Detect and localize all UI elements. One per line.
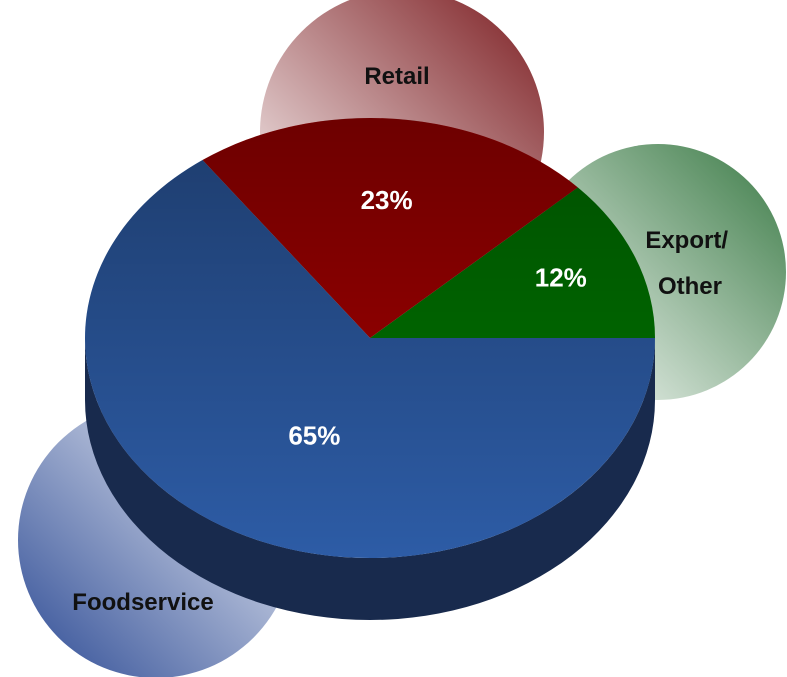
category-label: Retail bbox=[364, 63, 429, 90]
category-label: Export/ Other bbox=[645, 227, 734, 300]
category-label: Foodservice bbox=[72, 589, 213, 616]
labels: 12% Export/ Other 23% Retail 65% Foodservice bbox=[72, 63, 734, 616]
value-label: 65% bbox=[288, 420, 340, 450]
value-label: 23% bbox=[361, 185, 413, 215]
value-label: 12% bbox=[535, 263, 587, 293]
